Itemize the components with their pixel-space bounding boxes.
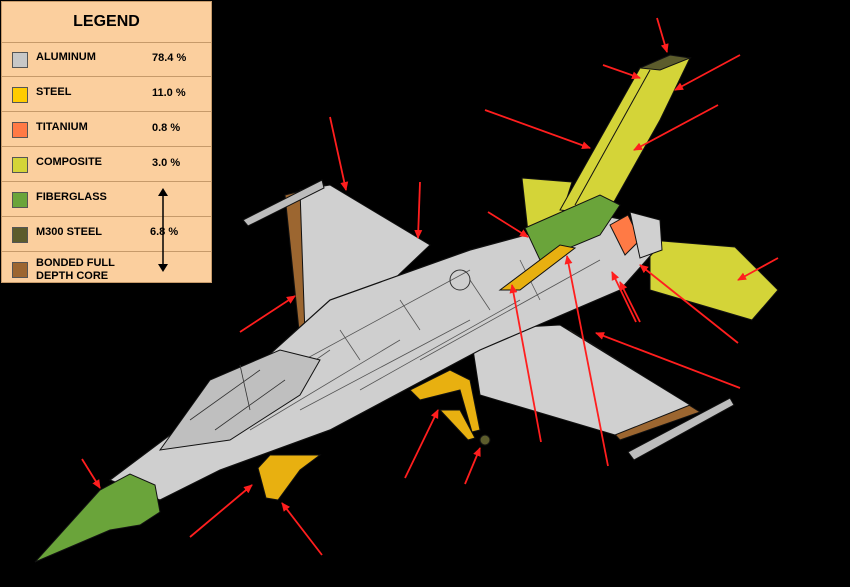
legend-item-label: STEEL — [36, 86, 72, 98]
legend-swatch — [12, 157, 28, 173]
arrow-nozzle-2 — [611, 271, 637, 323]
legend-title: LEGEND — [2, 2, 211, 43]
arrow-right-wing — [595, 332, 741, 389]
legend-item: FIBERGLASS — [2, 183, 211, 217]
engine-nozzle — [629, 211, 663, 259]
arrow-nose-gear-wheel — [281, 502, 323, 556]
callout-arrows — [81, 17, 779, 556]
legend-item-label: BONDED FULL DEPTH CORE — [36, 257, 115, 282]
legend-item-label: M300 STEEL — [36, 226, 103, 238]
arrow-hook-2 — [564, 255, 609, 467]
legend-item-label: TITANIUM — [36, 121, 88, 133]
canopy-frame — [189, 364, 286, 431]
legend-item-percent: 11.0 % — [152, 87, 186, 99]
arrow-nose-gear — [189, 484, 253, 538]
legend-item: COMPOSITE 3.0 % — [2, 148, 211, 182]
fin-root-fiberglass — [524, 194, 621, 261]
arrow-tail-cap — [602, 64, 641, 80]
right-wing-tip-rail — [627, 397, 735, 461]
legend-item: M300 STEEL — [2, 218, 211, 252]
main-landing-gear-strut — [438, 409, 476, 441]
legend-group-percent: 6.8 % — [149, 226, 180, 238]
tail-tip-m300 — [638, 54, 692, 71]
arrow-wing-root — [414, 181, 423, 239]
legend-item-label: ALUMINUM — [36, 51, 96, 63]
arrow-nozzle-1 — [639, 264, 739, 344]
legend-swatch — [12, 122, 28, 138]
arrow-wing-leading-edge — [239, 295, 296, 333]
legend-item: STEEL 11.0 % — [2, 78, 211, 112]
arrow-nozzle-3 — [619, 281, 641, 323]
arrow-wing-flap — [329, 116, 349, 191]
arrow-tail-tip — [656, 17, 669, 53]
legend-item: ALUMINUM 78.4 % — [2, 43, 211, 77]
vertical-tail — [559, 57, 691, 216]
legend-item-label: FIBERGLASS — [36, 191, 107, 203]
legend-item-percent: 0.8 % — [152, 122, 181, 134]
arrow-fin-root — [487, 211, 529, 238]
nose-landing-gear — [257, 454, 322, 501]
arrow-hook-1 — [509, 284, 542, 443]
arrow-tail-mid — [484, 109, 591, 150]
arrow-nose-radome — [81, 458, 101, 489]
arrow-stab — [737, 257, 779, 281]
legend-swatch — [12, 87, 28, 103]
legend-swatch — [12, 262, 28, 278]
vertical-tail-edge — [574, 69, 651, 206]
legend-panel: LEGEND ALUMINUM 78.4 % STEEL 11.0 % TITANIUM… — [1, 1, 212, 283]
legend-item-percent: 78.4 % — [152, 52, 187, 64]
right-wing — [469, 324, 692, 436]
legend-item: TITANIUM 0.8 % — [2, 113, 211, 147]
canopy — [158, 349, 321, 451]
legend-group-bracket — [158, 188, 168, 272]
arrow-gear-main — [404, 409, 439, 479]
legend-item-percent: 3.0 % — [152, 157, 181, 169]
legend-item: BONDED FULL DEPTH CORE — [2, 253, 211, 287]
arrow-gear-wheel — [464, 447, 481, 485]
legend-item-label: COMPOSITE — [36, 156, 103, 168]
fuel-cap — [449, 269, 471, 291]
legend-swatch — [12, 227, 28, 243]
horizontal-stabilizer — [649, 239, 779, 321]
wheel — [479, 434, 491, 446]
nose-radome — [34, 473, 161, 563]
left-wing-tip-rail — [242, 179, 325, 227]
arrow-tail-rudder — [633, 104, 719, 151]
legend-swatch — [12, 192, 28, 208]
main-landing-gear — [409, 369, 481, 433]
legend-swatch — [12, 52, 28, 68]
arrow-tail-leading — [674, 54, 741, 91]
